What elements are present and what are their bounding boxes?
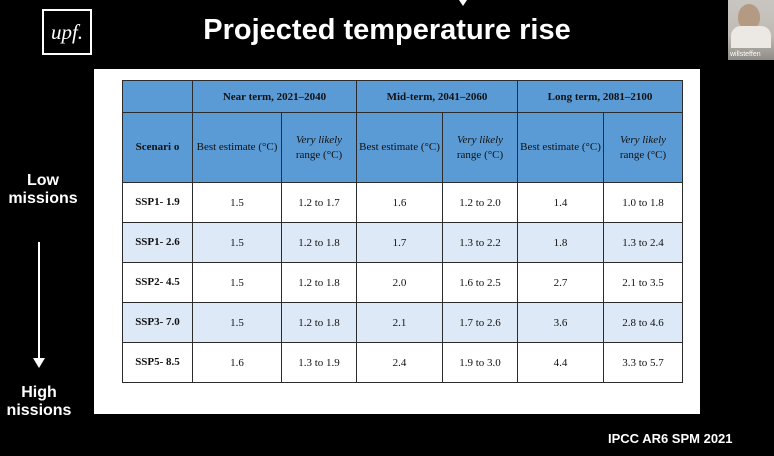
scenario-header: Scenari o bbox=[122, 112, 193, 183]
best-estimate-cell: 1.5 bbox=[192, 222, 282, 263]
best-estimate-cell: 2.4 bbox=[356, 342, 444, 383]
column-header-row: Scenari o Best estimate (°C) Very likely… bbox=[122, 112, 684, 183]
temperature-projection-table: Near term, 2021–2040 Mid-term, 2041–2060… bbox=[122, 80, 684, 383]
range-cell: 1.2 to 1.7 bbox=[280, 182, 358, 223]
scenario-cell: SSP5- 8.5 bbox=[122, 342, 193, 383]
best-estimate-cell: 1.5 bbox=[192, 262, 282, 303]
range-cell: 1.3 to 1.9 bbox=[280, 342, 358, 383]
range-cell: 2.8 to 4.6 bbox=[603, 302, 684, 343]
participant-shirt bbox=[731, 26, 771, 48]
best-estimate-cell: 1.4 bbox=[517, 182, 605, 223]
scenario-cell: SSP2- 4.5 bbox=[122, 262, 193, 303]
range-cell: 1.2 to 1.8 bbox=[280, 222, 358, 263]
table-row: SSP2- 4.5 1.5 1.2 to 1.8 2.0 1.6 to 2.5 … bbox=[122, 262, 684, 303]
participant-head bbox=[738, 4, 760, 30]
range-cell: 1.7 to 2.6 bbox=[442, 302, 519, 343]
best-estimate-cell: 1.5 bbox=[192, 182, 282, 223]
high-emissions-label: High nissions bbox=[6, 384, 72, 419]
best-estimate-cell: 2.0 bbox=[356, 262, 444, 303]
table-row: SSP1- 2.6 1.5 1.2 to 1.8 1.7 1.3 to 2.2 … bbox=[122, 222, 684, 263]
range-header: Very likely range (°C) bbox=[442, 112, 519, 183]
range-cell: 1.3 to 2.2 bbox=[442, 222, 519, 263]
range-cell: 1.6 to 2.5 bbox=[442, 262, 519, 303]
range-cell: 1.2 to 1.8 bbox=[280, 302, 358, 343]
best-estimate-cell: 1.6 bbox=[356, 182, 444, 223]
upf-logo: upf. bbox=[42, 9, 92, 55]
participant-name: willsteffen bbox=[730, 51, 761, 58]
arrow-down-icon bbox=[33, 358, 45, 368]
best-estimate-header: Best estimate (°C) bbox=[192, 112, 282, 183]
best-estimate-cell: 1.6 bbox=[192, 342, 282, 383]
table-row: SSP1- 1.9 1.5 1.2 to 1.7 1.6 1.2 to 2.0 … bbox=[122, 182, 684, 223]
best-estimate-cell: 4.4 bbox=[517, 342, 605, 383]
projection-table-card: Near term, 2021–2040 Mid-term, 2041–2060… bbox=[94, 69, 700, 414]
corner-cell bbox=[122, 80, 193, 113]
best-estimate-cell: 1.7 bbox=[356, 222, 444, 263]
range-cell: 3.3 to 5.7 bbox=[603, 342, 684, 383]
range-cell: 1.0 to 1.8 bbox=[603, 182, 684, 223]
period-header: Near term, 2021–2040 bbox=[191, 80, 358, 113]
best-estimate-cell: 1.5 bbox=[192, 302, 282, 343]
source-citation: IPCC AR6 SPM 2021 bbox=[608, 431, 733, 446]
period-header: Long term, 2081–2100 bbox=[517, 80, 684, 113]
mouse-cursor-icon bbox=[459, 0, 467, 6]
best-estimate-header: Best estimate (°C) bbox=[517, 112, 605, 183]
arrow-down-line bbox=[38, 242, 40, 360]
range-cell: 1.2 to 2.0 bbox=[442, 182, 519, 223]
range-header: Very likely range (°C) bbox=[603, 112, 684, 183]
slide-title: Projected temperature rise bbox=[203, 14, 571, 46]
best-estimate-header: Best estimate (°C) bbox=[356, 112, 444, 183]
table-row: SSP5- 8.5 1.6 1.3 to 1.9 2.4 1.9 to 3.0 … bbox=[122, 342, 684, 383]
best-estimate-cell: 2.1 bbox=[356, 302, 444, 343]
scenario-cell: SSP1- 1.9 bbox=[122, 182, 193, 223]
best-estimate-cell: 2.7 bbox=[517, 262, 605, 303]
period-header: Mid-term, 2041–2060 bbox=[356, 80, 519, 113]
range-cell: 2.1 to 3.5 bbox=[603, 262, 684, 303]
range-header: Very likely range (°C) bbox=[280, 112, 358, 183]
best-estimate-cell: 3.6 bbox=[517, 302, 605, 343]
low-emissions-label: Low missions bbox=[8, 172, 78, 207]
scenario-cell: SSP1- 2.6 bbox=[122, 222, 193, 263]
table-row: SSP3- 7.0 1.5 1.2 to 1.8 2.1 1.7 to 2.6 … bbox=[122, 302, 684, 343]
scenario-cell: SSP3- 7.0 bbox=[122, 302, 193, 343]
range-cell: 1.3 to 2.4 bbox=[603, 222, 684, 263]
range-cell: 1.2 to 1.8 bbox=[280, 262, 358, 303]
range-cell: 1.9 to 3.0 bbox=[442, 342, 519, 383]
period-header-row: Near term, 2021–2040 Mid-term, 2041–2060… bbox=[122, 80, 684, 113]
best-estimate-cell: 1.8 bbox=[517, 222, 605, 263]
participant-video-thumbnail[interactable]: willsteffen bbox=[728, 0, 774, 60]
